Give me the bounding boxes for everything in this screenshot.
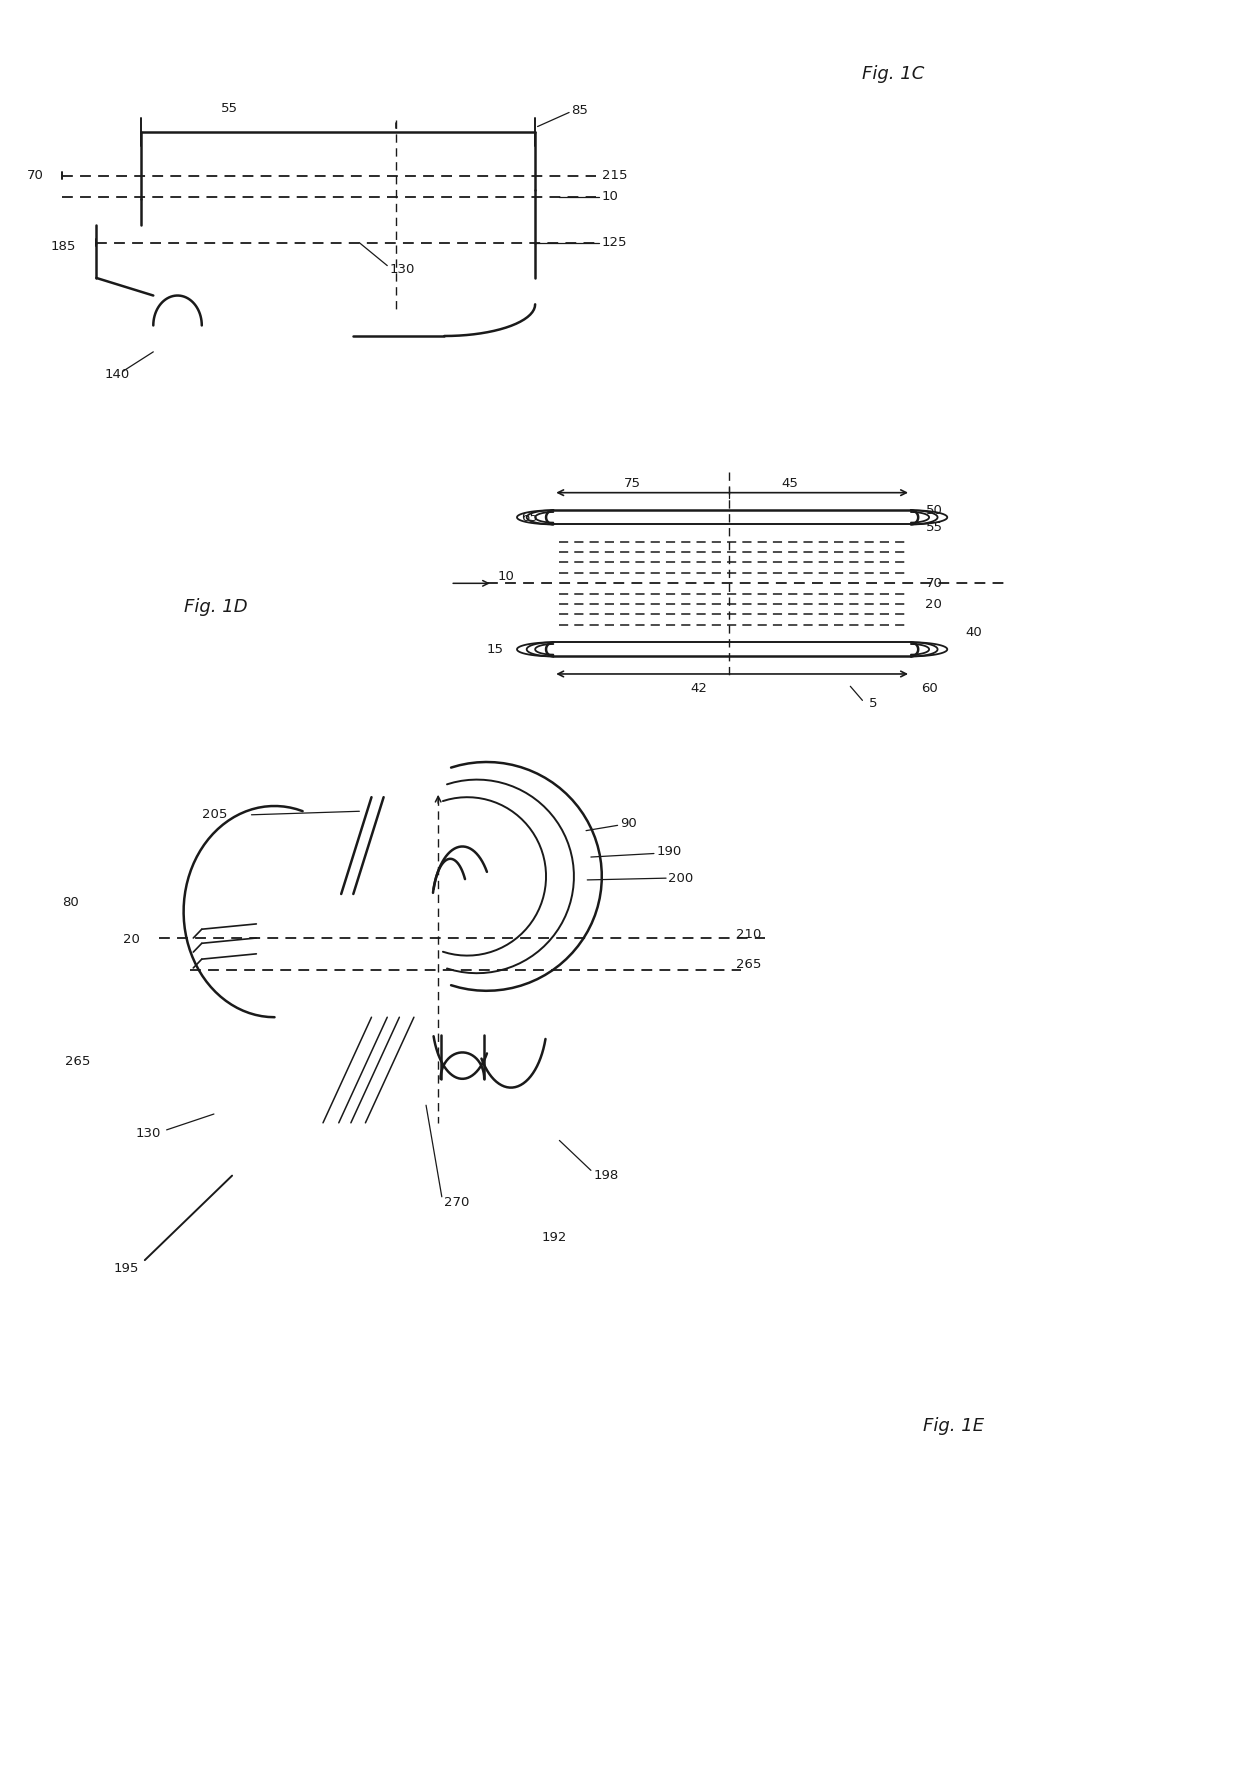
Text: 140: 140 [105,368,130,381]
Text: 270: 270 [444,1196,470,1209]
Text: 130: 130 [389,263,415,275]
Text: 15: 15 [486,644,503,656]
Text: 192: 192 [541,1230,567,1244]
Text: 130: 130 [135,1126,160,1141]
Text: 215: 215 [601,170,627,182]
Text: 65: 65 [521,511,538,524]
Text: 55: 55 [925,522,942,535]
Text: 20: 20 [123,933,140,946]
Text: 265: 265 [737,958,761,971]
Text: Fig. 1D: Fig. 1D [184,597,247,617]
Text: 70: 70 [27,170,45,182]
Text: 125: 125 [601,236,627,249]
Text: 265: 265 [64,1055,91,1067]
Text: 185: 185 [51,240,76,252]
Text: 85: 85 [572,104,589,118]
Text: 50: 50 [925,504,942,517]
Text: Fig. 1E: Fig. 1E [923,1416,985,1434]
Text: 60: 60 [920,681,937,694]
Text: 200: 200 [668,873,693,885]
Text: 45: 45 [781,477,799,490]
Text: 42: 42 [691,681,707,694]
Text: 90: 90 [620,817,637,830]
Text: 5: 5 [868,697,877,710]
Text: 80: 80 [62,896,79,910]
Text: 70: 70 [925,578,942,590]
Text: 10: 10 [601,191,619,204]
Text: Fig. 1C: Fig. 1C [863,64,925,82]
Text: 210: 210 [737,928,761,940]
Text: 205: 205 [202,808,227,821]
Text: 195: 195 [113,1262,139,1275]
Text: 20: 20 [925,597,942,611]
Text: 198: 198 [593,1169,619,1182]
Text: 75: 75 [624,477,641,490]
Text: 190: 190 [656,846,682,858]
Text: 40: 40 [966,626,982,638]
Text: 10: 10 [497,570,515,583]
Text: 55: 55 [221,102,238,116]
